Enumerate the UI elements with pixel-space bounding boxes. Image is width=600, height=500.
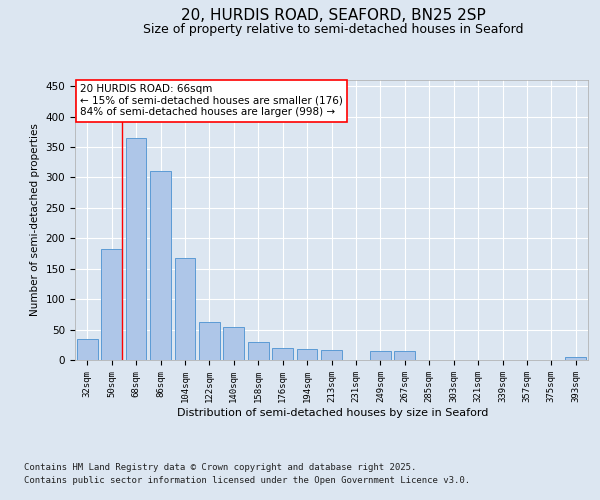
Bar [125,138,146,360]
Text: Contains public sector information licensed under the Open Government Licence v3: Contains public sector information licen… [24,476,470,485]
Bar [77,338,98,360]
Text: Contains HM Land Registry data © Crown copyright and database right 2025.: Contains HM Land Registry data © Crown c… [24,462,416,471]
Text: Distribution of semi-detached houses by size in Seaford: Distribution of semi-detached houses by … [178,408,488,418]
Bar [296,349,317,360]
Bar [101,249,122,360]
Bar [272,348,293,360]
Bar [199,322,220,360]
Bar [394,351,415,360]
Bar [223,326,244,360]
Bar [370,351,391,360]
Bar [565,357,586,360]
Text: 20 HURDIS ROAD: 66sqm
← 15% of semi-detached houses are smaller (176)
84% of sem: 20 HURDIS ROAD: 66sqm ← 15% of semi-deta… [80,84,343,117]
Bar [321,350,342,360]
Bar [248,342,269,360]
Text: Size of property relative to semi-detached houses in Seaford: Size of property relative to semi-detach… [143,22,523,36]
Text: 20, HURDIS ROAD, SEAFORD, BN25 2SP: 20, HURDIS ROAD, SEAFORD, BN25 2SP [181,8,485,22]
Bar [150,172,171,360]
Bar [175,258,196,360]
Y-axis label: Number of semi-detached properties: Number of semi-detached properties [30,124,40,316]
